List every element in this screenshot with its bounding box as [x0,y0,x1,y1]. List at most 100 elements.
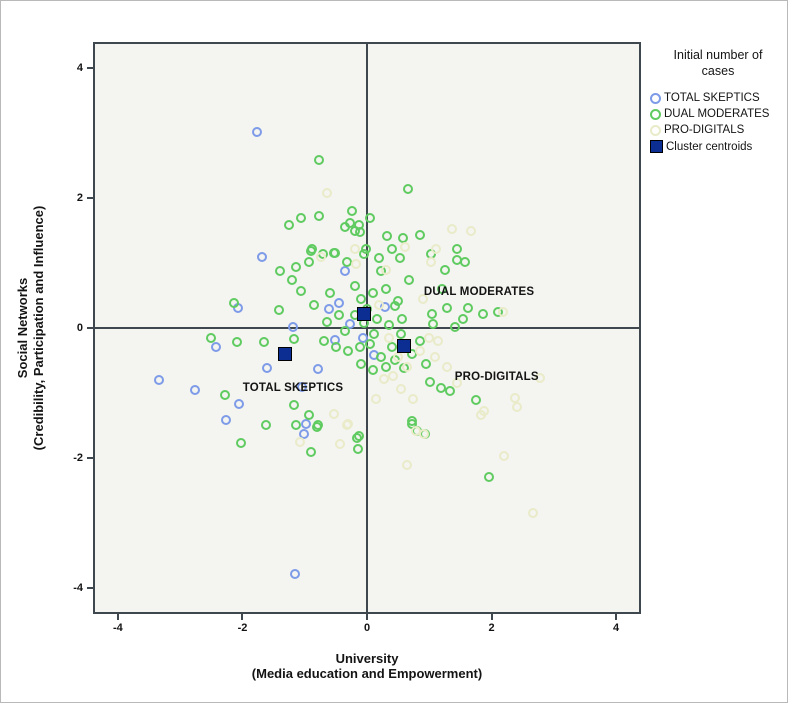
data-point-pro-digitals [349,243,360,254]
data-point-dual-moderates [381,231,392,242]
data-point-dual-moderates [313,210,324,221]
y-axis-title: Social Networks (Credibility, Participat… [15,42,47,614]
x-axis-title-line2: (Media education and Empowerment) [251,666,483,681]
data-point-dual-moderates [374,253,385,264]
data-point-pro-digitals [511,402,522,413]
data-point-dual-moderates [354,342,365,353]
x-axis-title-line1: University [335,651,399,666]
data-point-dual-moderates [355,293,366,304]
data-point-total-skeptics [290,568,301,579]
data-point-dual-moderates [387,243,398,254]
data-point-total-skeptics [333,297,344,308]
data-point-total-skeptics [234,399,245,410]
data-point-dual-moderates [380,284,391,295]
y-tick-mark [87,197,93,199]
legend-item-total-skeptics: TOTAL SKEPTICS [650,92,786,104]
data-point-dual-moderates [404,275,415,286]
total-skeptics-swatch-icon [650,92,661,104]
data-point-pro-digitals [374,300,385,311]
data-point-pro-digitals [328,408,339,419]
data-point-pro-digitals [479,405,490,416]
data-point-total-skeptics [297,381,308,392]
data-point-total-skeptics [313,363,324,374]
data-point-pro-digitals [387,371,398,382]
y-tick-label: 0 [76,322,83,334]
data-point-dual-moderates [368,364,379,375]
data-point-dual-moderates [436,284,447,295]
data-point-dual-moderates [414,335,425,346]
data-point-dual-moderates [334,310,345,321]
x-tick-label: -2 [237,622,248,634]
data-point-pro-digitals [451,377,462,388]
data-point-total-skeptics [340,266,351,277]
data-point-dual-moderates [343,345,354,356]
data-point-dual-moderates [259,337,270,348]
data-point-pro-digitals [322,188,333,199]
data-point-dual-moderates [368,287,379,298]
cluster-centroid [278,346,293,361]
data-point-dual-moderates [358,249,369,260]
data-point-dual-moderates [306,446,317,457]
data-point-total-skeptics [256,252,267,262]
data-point-dual-moderates [439,264,450,275]
data-point-dual-moderates [452,243,463,254]
data-point-dual-moderates [313,154,324,165]
data-point-dual-moderates [463,302,474,313]
data-point-pro-digitals [401,460,412,471]
data-point-dual-moderates [340,326,351,337]
data-point-dual-moderates [295,212,306,223]
y-tick-mark [87,327,93,329]
y-axis-title-line2: (Credibility, Participation and Influenc… [31,205,46,451]
data-point-dual-moderates [415,230,426,241]
data-point-dual-moderates [232,336,243,347]
legend-item-cluster-centroids: Cluster centroids [650,140,786,153]
data-point-dual-moderates [365,213,376,224]
data-point-dual-moderates [318,335,329,346]
data-point-dual-moderates [286,275,297,286]
cluster-label-total-skeptics: TOTAL SKEPTICS [242,382,344,395]
data-point-dual-moderates [275,265,286,276]
data-point-dual-moderates [365,339,376,350]
data-point-total-skeptics [251,127,262,138]
data-point-dual-moderates [289,400,300,411]
data-point-dual-moderates [309,300,320,311]
x-tick-label: -4 [113,622,123,634]
data-point-dual-moderates [371,313,382,324]
data-point-pro-digitals [431,244,442,255]
x-tick-mark [241,614,244,620]
data-point-dual-moderates [394,253,405,264]
data-point-dual-moderates [478,308,489,319]
data-point-dual-moderates [235,437,246,448]
data-point-dual-moderates [353,431,364,442]
y-axis-title-line1: Social Networks [15,277,30,379]
legend: Initial number of cases TOTAL SKEPTICS DU… [650,47,786,157]
x-tick-mark [615,614,618,620]
x-tick-mark [490,614,493,620]
data-point-pro-digitals [350,259,361,270]
x-tick-mark [366,614,368,620]
data-point-total-skeptics [189,384,200,395]
data-point-dual-moderates [354,226,365,237]
data-point-pro-digitals [426,256,437,267]
legend-item-label: PRO-DIGITALS [664,124,745,136]
data-point-dual-moderates [369,329,380,340]
data-point-dual-moderates [311,422,322,433]
cluster-label-dual-moderates: DUAL MODERATES [423,285,535,298]
data-point-dual-moderates [303,410,314,421]
data-point-dual-moderates [303,256,314,267]
legend-item-pro-digitals: PRO-DIGITALS [650,124,786,136]
y-tick-mark [87,587,93,589]
data-point-dual-moderates [290,419,301,430]
legend-item-label: DUAL MODERATES [664,108,770,120]
data-point-dual-moderates [441,302,452,313]
legend-item-label: TOTAL SKEPTICS [664,92,760,104]
data-point-pro-digitals [342,420,353,431]
cluster-centroid [356,306,371,321]
data-point-pro-digitals [400,242,411,253]
data-point-dual-moderates [380,361,391,372]
data-point-pro-digitals [402,361,413,372]
data-point-dual-moderates [261,420,272,431]
data-point-total-skeptics [221,414,232,425]
data-point-total-skeptics [262,363,273,374]
